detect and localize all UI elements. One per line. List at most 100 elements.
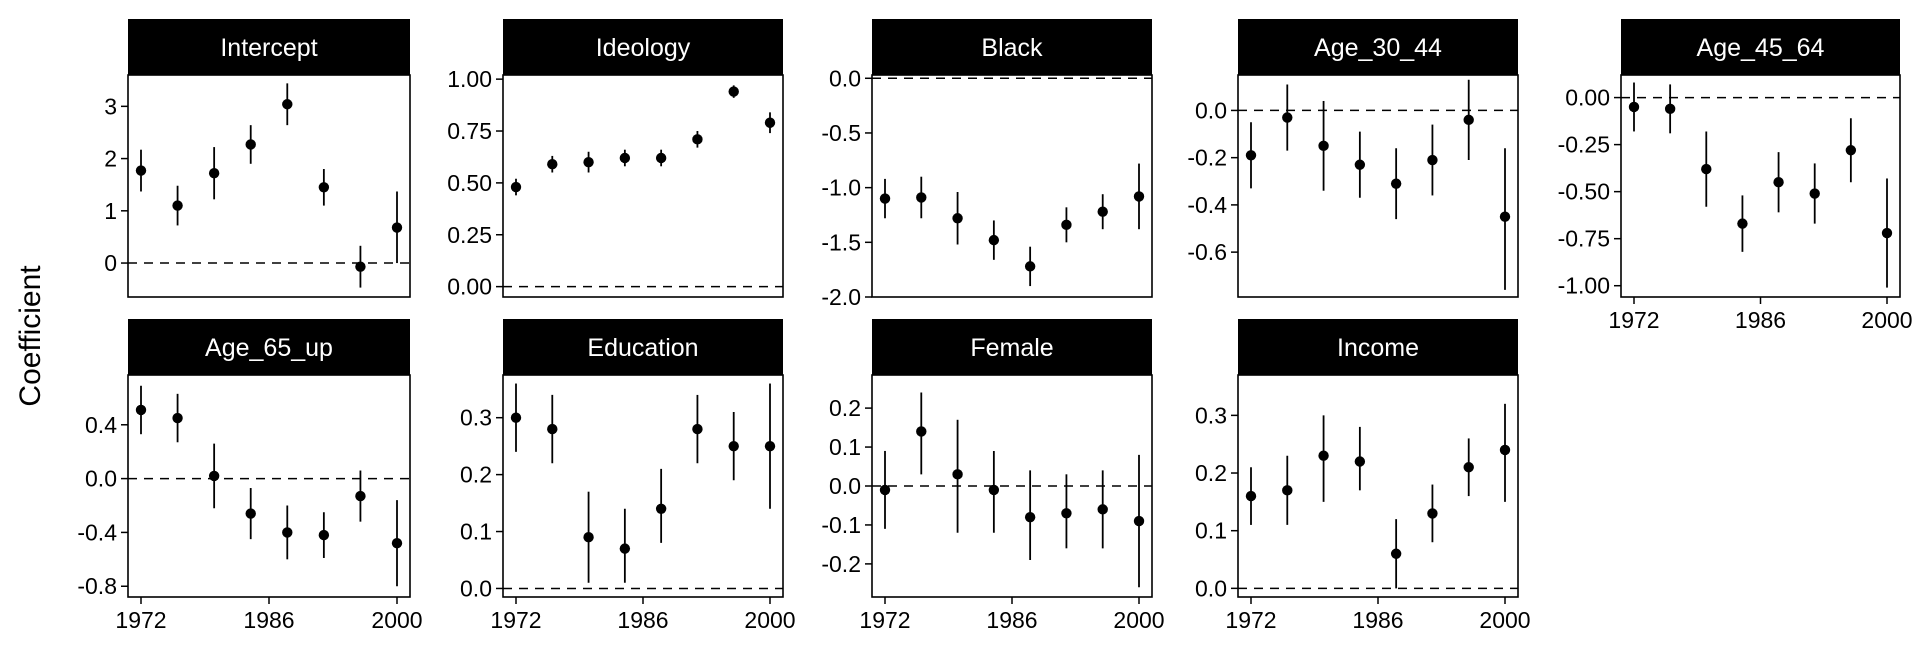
x-tick-label: 1986	[617, 607, 668, 633]
panel-ideology: Ideology 0.00 0.25 0.50 0.75 1.00	[447, 19, 784, 300]
y-tick-label: 1	[104, 198, 117, 224]
panel-border	[502, 374, 784, 598]
panel-age-30-44: Age_30_44 0.0 -0.2 -0.4 -0.6	[1187, 19, 1519, 298]
estimate-point	[510, 412, 522, 423]
y-tick-label: 0.1	[829, 434, 861, 460]
panel-title: Age_30_44	[1314, 34, 1442, 62]
y-tick-label: 0.3	[1195, 402, 1227, 428]
panel-female: Female 0.2 0.1 0.0 -0.1 -0.2 1972 1986 2000	[821, 319, 1165, 633]
estimate-point	[172, 412, 183, 424]
x-tick-label: 1972	[490, 607, 541, 633]
y-tick-label: 0.0	[1195, 575, 1227, 601]
estimate-point	[1701, 163, 1712, 175]
panel-title: Income	[1337, 334, 1419, 362]
chart-panels: Intercept 0 1 2 3 Ideology 0.00 0.25 0.50 0.75 1.0…	[77, 19, 1913, 633]
estimate-point	[391, 222, 403, 233]
estimate-point	[1773, 177, 1784, 188]
panel-education: Education 0.0 0.1 0.2 0.3 1972 1986 2000	[460, 319, 796, 633]
y-tick-label: -0.1	[821, 512, 861, 538]
panel-strip	[503, 19, 783, 75]
x-tick-label: 1972	[1608, 307, 1659, 333]
x-tick-label: 1972	[1225, 607, 1276, 633]
x-tick-label: 1986	[986, 607, 1037, 633]
estimate-point	[318, 182, 330, 193]
y-tick-label: -0.2	[821, 551, 861, 577]
estimate-point	[135, 404, 147, 416]
estimate-point	[1845, 145, 1857, 156]
x-tick-label: 2000	[1113, 607, 1164, 633]
y-tick-label: -0.8	[77, 573, 117, 599]
y-tick-label: 0.2	[1195, 460, 1227, 486]
estimate-point	[318, 529, 330, 541]
panel-border	[1237, 74, 1519, 298]
estimate-point	[583, 156, 594, 168]
y-tick-label: -2.0	[821, 284, 861, 310]
y-tick-label: -0.75	[1558, 226, 1610, 252]
y-tick-label: 0.0	[85, 466, 117, 492]
y-tick-label: -0.25	[1558, 132, 1610, 158]
estimate-point	[1354, 159, 1366, 170]
estimate-point	[1463, 462, 1474, 473]
estimate-point	[764, 440, 776, 452]
x-tick-label: 1972	[115, 607, 166, 633]
y-tick-label: -0.4	[77, 519, 117, 545]
estimate-point	[547, 159, 558, 170]
y-tick-label: -0.5	[821, 120, 861, 146]
estimate-point	[245, 508, 256, 519]
estimate-point	[1282, 485, 1293, 496]
estimate-point	[952, 469, 963, 480]
panel-age-45-64: Age_45_64 0.00 -0.25 -0.50 -0.75 -1.00 1972 198…	[1558, 19, 1913, 333]
x-tick-label: 1986	[243, 607, 294, 633]
estimate-point	[988, 484, 1000, 496]
estimate-point	[510, 181, 522, 193]
estimate-point	[1427, 154, 1438, 166]
x-tick-label: 2000	[744, 607, 795, 633]
y-tick-label: 3	[104, 93, 117, 119]
y-tick-label: 0.0	[829, 65, 861, 91]
y-tick-label: 0.1	[1195, 518, 1227, 544]
panel-border	[127, 74, 411, 298]
y-tick-label: 0.0	[829, 473, 861, 499]
panel-border	[1237, 374, 1519, 598]
estimate-point	[1809, 188, 1820, 199]
y-tick-label: 0.25	[447, 222, 492, 248]
panel-title: Female	[970, 334, 1053, 362]
estimate-point	[1499, 211, 1511, 222]
estimate-point	[547, 423, 558, 435]
estimate-point	[1463, 114, 1474, 126]
estimate-point	[916, 426, 927, 437]
panel-strip	[1621, 19, 1900, 75]
estimate-point	[1390, 548, 1402, 559]
estimate-point	[1318, 140, 1329, 152]
panel-strip	[128, 19, 410, 75]
x-tick-label: 2000	[371, 607, 422, 633]
estimate-point	[1628, 101, 1640, 113]
estimate-point	[728, 86, 739, 97]
y-tick-label: 1.00	[447, 66, 492, 92]
panel-title: Ideology	[596, 34, 691, 62]
panel-intercept: Intercept 0 1 2 3	[104, 19, 411, 298]
estimate-point	[1245, 150, 1257, 161]
estimate-point	[583, 532, 594, 543]
panel-border	[502, 74, 784, 298]
panel-title: Intercept	[220, 34, 317, 62]
panel-title: Black	[981, 34, 1043, 62]
estimate-point	[879, 193, 891, 204]
estimate-point	[391, 537, 403, 549]
estimate-point	[1061, 219, 1072, 231]
estimate-point	[655, 503, 667, 514]
estimate-point	[1427, 508, 1438, 519]
estimate-point	[879, 484, 891, 496]
y-tick-label: 2	[104, 146, 117, 172]
estimate-point	[1664, 103, 1676, 115]
estimate-point	[1499, 444, 1511, 456]
panel-border	[1620, 74, 1901, 298]
estimate-point	[1061, 508, 1072, 519]
y-tick-label: 0.4	[85, 412, 117, 438]
panel-title: Age_65_up	[205, 334, 333, 362]
x-tick-label: 1972	[859, 607, 910, 633]
panel-age-65-up: Age_65_up 0.4 0.0 -0.4 -0.8 1972 1986 2000	[77, 319, 423, 633]
y-tick-label: -1.5	[821, 229, 861, 255]
estimate-point	[916, 192, 927, 203]
panel-strip	[503, 319, 783, 375]
